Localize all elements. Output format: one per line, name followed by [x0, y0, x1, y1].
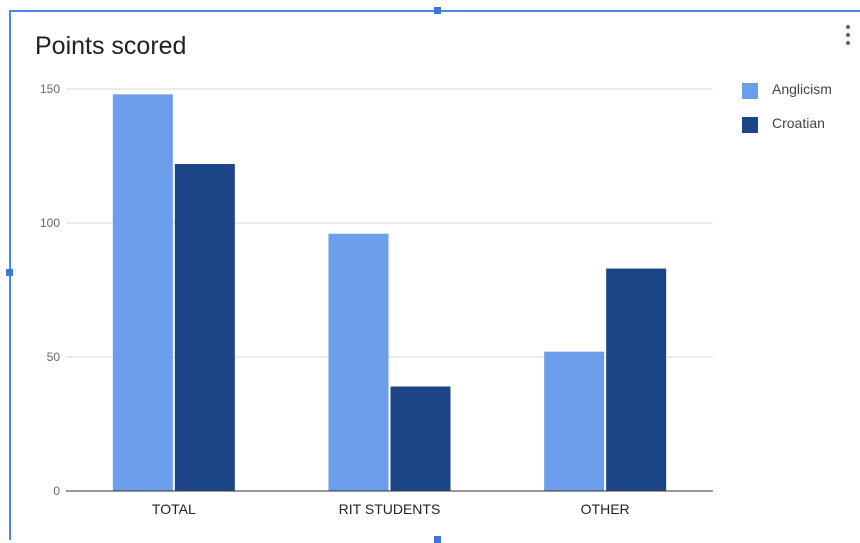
legend-label-anglicism: Anglicism: [772, 81, 832, 97]
bar-anglicism-other: [544, 351, 605, 491]
x-tick-label: TOTAL: [152, 501, 196, 517]
bar-croatian-other: [606, 268, 667, 491]
y-tick-label: 100: [40, 216, 60, 230]
y-tick-label: 0: [53, 484, 60, 498]
legend-item-croatian: Croatian: [742, 114, 852, 134]
legend-swatch-anglicism: [742, 83, 758, 99]
resize-handle-top[interactable]: [434, 7, 441, 14]
resize-handle-left[interactable]: [6, 269, 13, 276]
y-tick-label: 50: [47, 350, 61, 364]
y-tick-label: 150: [40, 82, 60, 96]
legend-label-croatian: Croatian: [772, 115, 825, 131]
bar-croatian-total: [174, 164, 235, 492]
bar-croatian-rit-students: [390, 386, 451, 491]
chart-title: Points scored: [35, 32, 187, 60]
bar-anglicism-rit-students: [328, 233, 389, 491]
x-tick-label: OTHER: [581, 501, 630, 517]
more-vertical-icon[interactable]: [844, 24, 852, 48]
legend-item-anglicism: Anglicism: [742, 80, 852, 100]
bar-anglicism-total: [112, 94, 173, 492]
legend-swatch-croatian: [742, 117, 758, 133]
x-tick-label: RIT STUDENTS: [339, 501, 441, 517]
